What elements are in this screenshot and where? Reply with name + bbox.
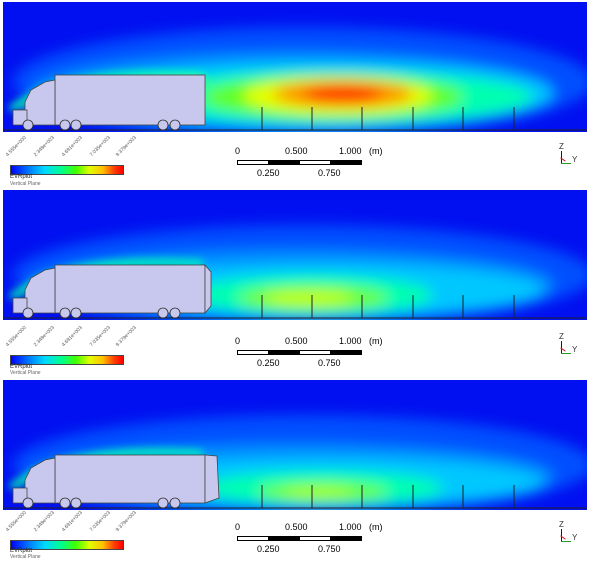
legend-tick-2-2: 4.691e+003 (60, 324, 84, 348)
legend-tick-1-3: 7.035e+003 (88, 134, 112, 158)
legend-tick-3-2: 4.691e+003 (60, 509, 84, 533)
axis-y-label: Y (572, 533, 578, 542)
scale-unit: (m) (369, 336, 383, 346)
legend-subtitle-2: Vertical Plane (10, 370, 41, 376)
legend-tick-2-1: 2.348e+003 (32, 324, 56, 348)
scale-label-0500: 0.500 (285, 522, 308, 532)
scale-label-0: 0 (235, 522, 241, 532)
scale-label-0: 0 (235, 146, 241, 156)
axis-y-label: Y (572, 345, 578, 354)
axis-z-label: Z (559, 332, 564, 341)
legend-tick-3-0: 4.555e+000 (4, 509, 28, 533)
scale-bar-1: 0 0.500 1.000 (m) 0.250 0.750 (233, 146, 393, 186)
scale-label-1000: 1.000 (339, 336, 362, 346)
scale-label-0250: 0.250 (257, 358, 280, 368)
scale-label-0500: 0.500 (285, 336, 308, 346)
measure-lines-1 (261, 107, 515, 130)
scale-label-0750: 0.750 (318, 544, 341, 554)
scale-label-0750: 0.750 (318, 168, 341, 178)
axis-triad-1: Z Y (557, 142, 579, 168)
legend-subtitle-3: Vertical Plane (10, 554, 41, 560)
color-legend-bar-1 (10, 165, 124, 175)
legend-tick-1-0: 4.555e+000 (4, 134, 28, 158)
legend-title-3: EVRplot (10, 548, 33, 554)
legend-tick-3-3: 7.035e+003 (88, 509, 112, 533)
scale-label-0: 0 (235, 336, 241, 346)
scale-label-0250: 0.250 (257, 544, 280, 554)
velocity-contour-plot-3 (3, 380, 587, 510)
scale-label-1000: 1.000 (339, 146, 362, 156)
scale-bar-2: 0 0.500 1.000 (m) 0.250 0.750 (233, 336, 393, 376)
truck-3 (12, 454, 220, 509)
legend-tick-3-1: 2.348e+003 (32, 509, 56, 533)
legend-tick-2-3: 7.035e+003 (88, 324, 112, 348)
velocity-contour-plot-1 (3, 2, 587, 132)
scale-label-0500: 0.500 (285, 146, 308, 156)
scale-unit: (m) (369, 146, 383, 156)
color-legend-bar-2 (10, 355, 124, 365)
scale-bar-3: 0 0.500 1.000 (m) 0.250 0.750 (233, 522, 393, 562)
measure-lines-3 (261, 485, 515, 508)
axis-triad-3: Z Y (557, 520, 579, 546)
legend-title-1: EVRplot (10, 174, 33, 180)
contour-panel-3: 4.555e+000 2.348e+003 4.691e+003 7.035e+… (3, 380, 587, 561)
truck-2 (12, 263, 212, 319)
contour-panel-2: 4.555e+000 2.348e+003 4.691e+003 7.035e+… (3, 190, 587, 376)
axis-y-label: Y (572, 155, 578, 164)
truck-1 (12, 74, 206, 131)
legend-title-2: EVRplot (10, 364, 33, 370)
scale-unit: (m) (369, 522, 383, 532)
legend-tick-1-2: 4.691e+003 (60, 134, 84, 158)
velocity-contour-plot-2 (3, 190, 587, 320)
axis-z-label: Z (559, 520, 564, 529)
axis-triad-2: Z Y (557, 332, 579, 358)
scale-label-0750: 0.750 (318, 358, 341, 368)
legend-tick-1-1: 2.348e+003 (32, 134, 56, 158)
scale-label-0250: 0.250 (257, 168, 280, 178)
legend-subtitle-1: Vertical Plane (10, 181, 41, 187)
measure-lines-2 (261, 295, 515, 318)
legend-tick-2-4: 9.379e+003 (114, 324, 138, 348)
contour-panel-1: 4.555e+000 2.348e+003 4.691e+003 7.035e+… (3, 2, 587, 187)
scale-label-1000: 1.000 (339, 522, 362, 532)
legend-tick-1-4: 9.379e+003 (114, 134, 138, 158)
legend-tick-2-0: 4.555e+000 (4, 324, 28, 348)
legend-tick-3-4: 9.379e+003 (114, 509, 138, 533)
color-legend-bar-3 (10, 540, 124, 550)
axis-z-label: Z (559, 142, 564, 151)
